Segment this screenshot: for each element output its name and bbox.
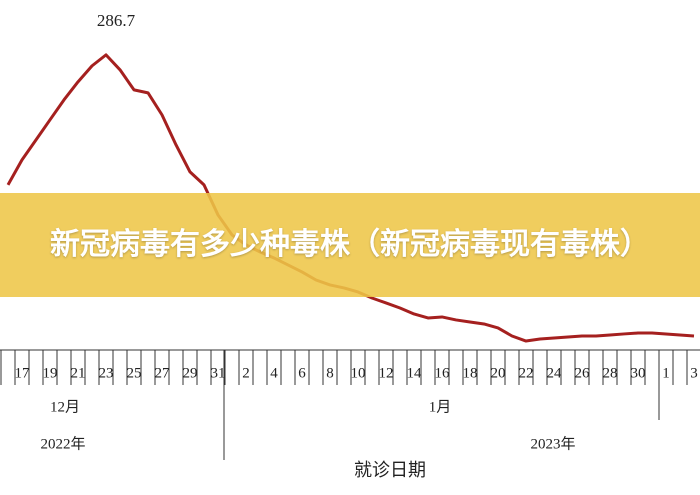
x-tick-label: 6	[298, 365, 306, 381]
x-tick-label: 19	[43, 365, 58, 381]
x-tick-label: 27	[155, 365, 171, 381]
x-tick-label: 1	[662, 365, 670, 381]
year-label: 2023年	[530, 435, 575, 452]
x-tick-label: 4	[270, 365, 278, 381]
x-tick-label: 20	[491, 365, 506, 381]
month-label: 12月	[50, 399, 80, 415]
x-tick-label: 2	[242, 365, 250, 381]
x-tick-label: 14	[407, 365, 423, 381]
banner: 新冠病毒有多少种毒株（新冠病毒现有毒株）	[0, 193, 700, 297]
x-tick-label: 16	[435, 365, 451, 381]
x-tick-label: 29	[183, 365, 198, 381]
banner-title: 新冠病毒有多少种毒株（新冠病毒现有毒株）	[50, 227, 650, 262]
x-tick-label: 22	[519, 365, 534, 381]
x-tick-label: 8	[326, 365, 334, 381]
x-tick-label: 17	[15, 365, 31, 381]
x-axis-title: 就诊日期	[354, 460, 426, 480]
x-tick-label: 28	[603, 365, 618, 381]
x-tick-label: 10	[351, 365, 366, 381]
x-tick-label: 23	[99, 365, 114, 381]
year-label: 2022年	[40, 435, 85, 452]
x-tick-label: 24	[547, 365, 563, 381]
x-tick-label: 25	[127, 365, 142, 381]
x-tick-label: 31	[211, 365, 226, 381]
x-tick-label: 30	[631, 365, 646, 381]
month-label: 1月	[429, 399, 452, 415]
x-tick-label: 21	[71, 365, 86, 381]
x-tick-label: 3	[690, 365, 698, 381]
x-tick-label: 26	[575, 365, 591, 381]
x-tick-label: 18	[463, 365, 478, 381]
x-tick-label: 12	[379, 365, 394, 381]
peak-annotation: 286.7	[97, 11, 136, 30]
